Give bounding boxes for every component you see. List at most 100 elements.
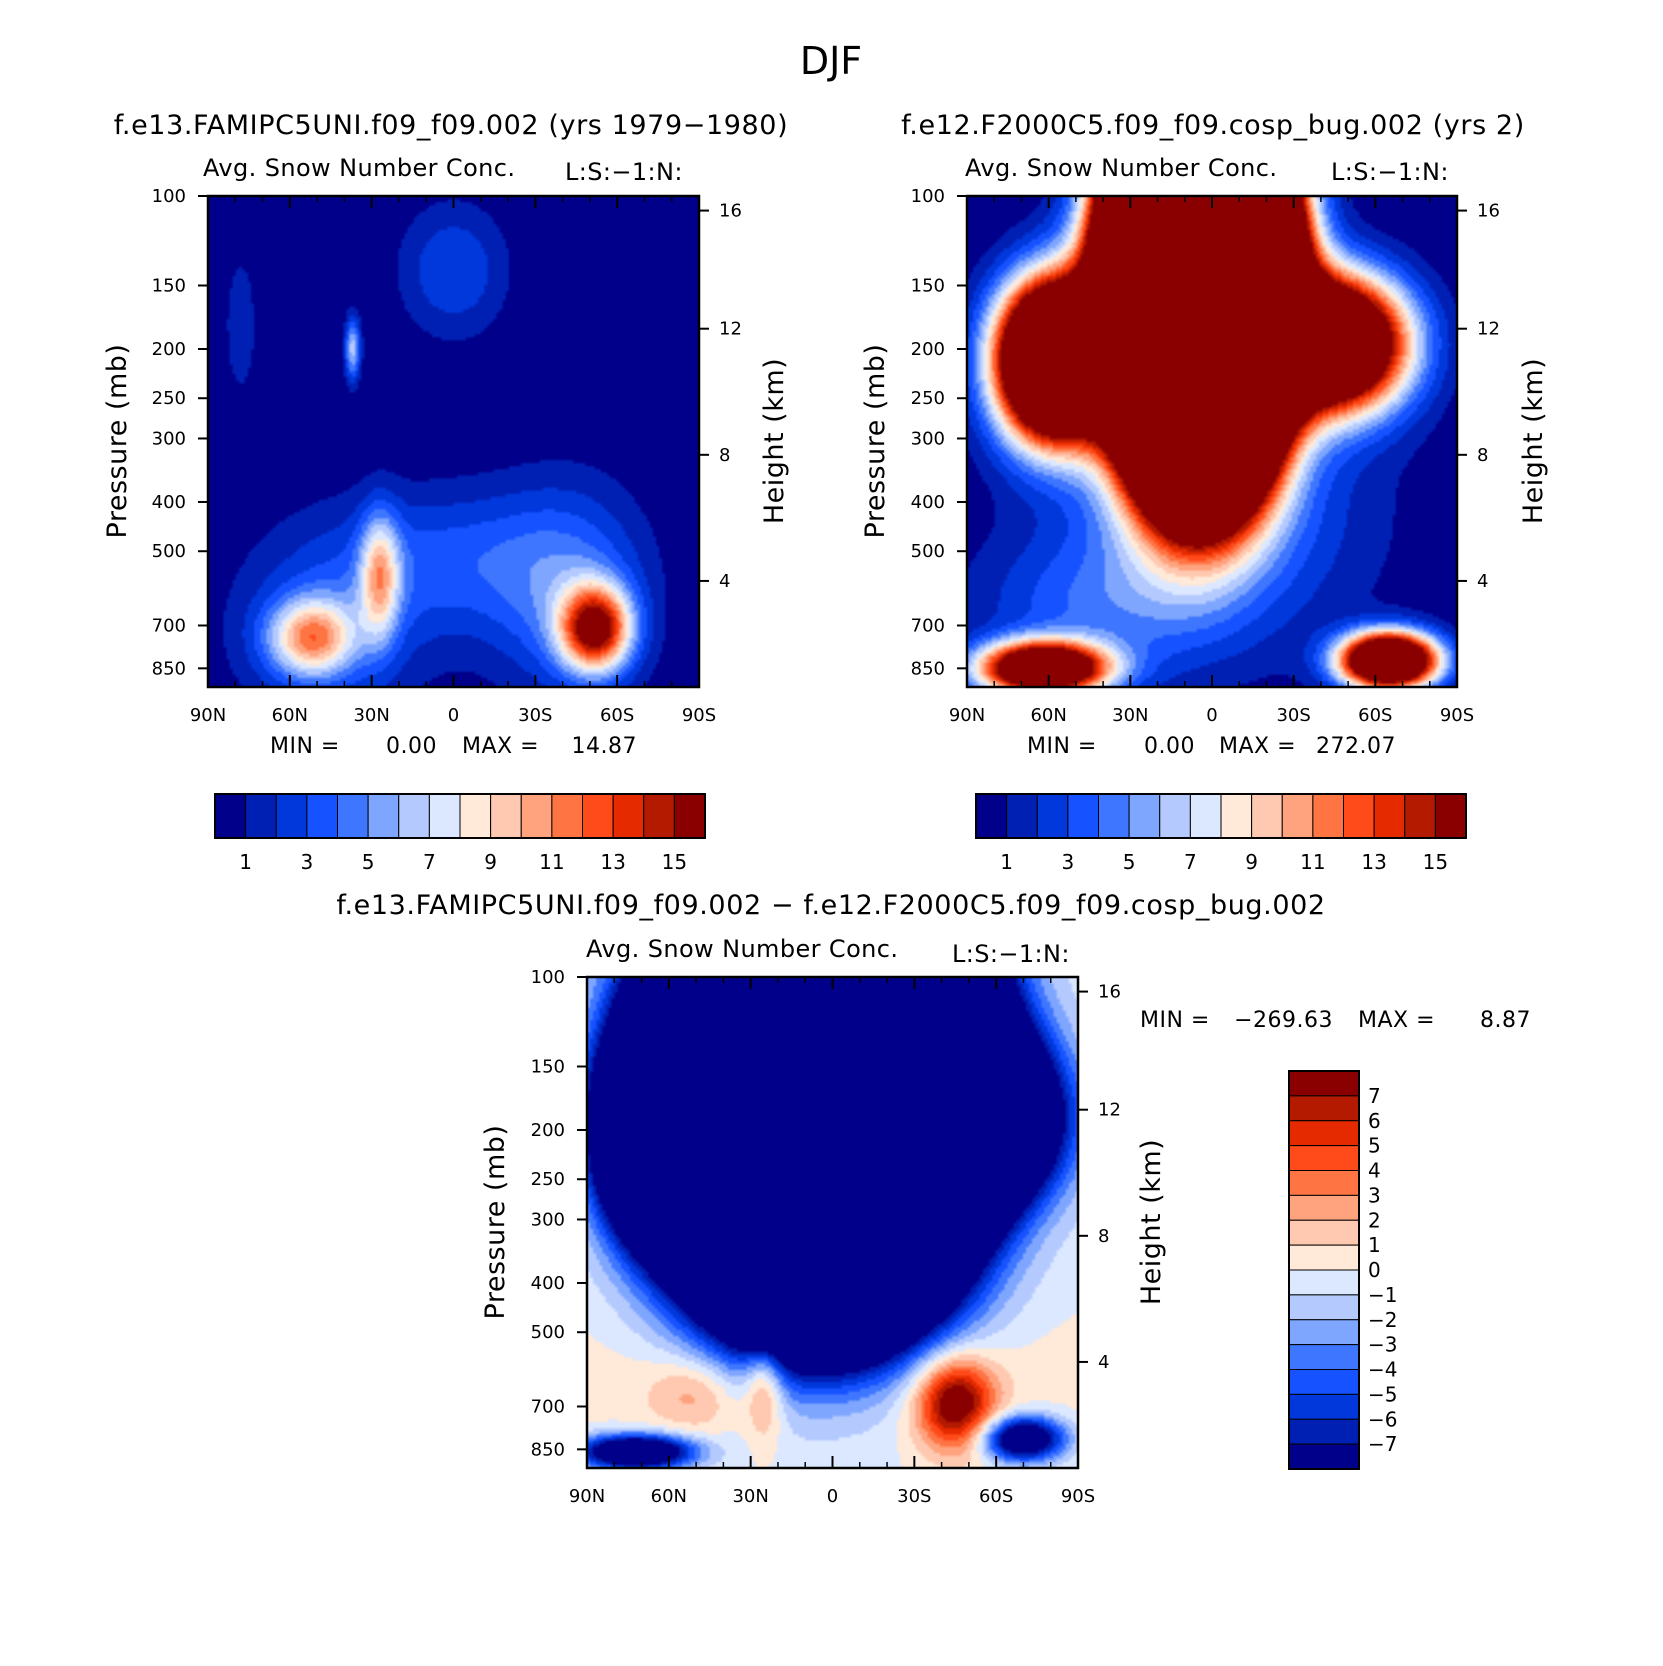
colorbar-label: −2 [1368, 1308, 1397, 1332]
colorbar-swatch [1288, 1219, 1360, 1246]
panel-control: f.e12.F2000C5.f09_f09.cosp_bug.002 (yrs … [860, 110, 1549, 874]
x-tick-label: 90N [569, 1486, 605, 1507]
colorbar-swatch [1189, 793, 1222, 839]
colorbar-swatch [1288, 1443, 1360, 1470]
colorbar-label: 1 [1368, 1233, 1381, 1257]
colorbar-swatch [673, 793, 706, 839]
x-tick-label: 60N [272, 705, 308, 726]
colorbar-label: −3 [1368, 1333, 1397, 1357]
colorbar-swatch [1312, 793, 1344, 839]
y-tick-label: 700 [152, 615, 186, 636]
y2-axis: 16 12 8 4 [699, 201, 742, 592]
y-tick-label: 150 [152, 275, 186, 296]
colorbar-swatch [1288, 1269, 1360, 1296]
colorbar-label: 3 [1368, 1183, 1381, 1207]
colorbar-swatch [398, 793, 430, 839]
y-tick-label: 300 [152, 428, 186, 449]
y2-tick-label: 12 [1477, 319, 1500, 340]
colorbar-swatch [1006, 793, 1038, 839]
min-label: MIN = [1140, 1008, 1210, 1033]
min-label: MIN = [1027, 734, 1097, 759]
y-tick-label: 400 [911, 492, 945, 513]
colorbar-swatch [428, 793, 461, 839]
colorbar-swatch [245, 793, 277, 839]
colorbar-label: 5 [1123, 850, 1136, 874]
colorbar-swatch [275, 793, 308, 839]
x-tick-label: 60S [979, 1486, 1013, 1507]
y-tick-label: 850 [911, 658, 945, 679]
y-axis: 100 150 200 250 300 400 500 700 850 [911, 186, 967, 679]
x-tick-label: 90S [682, 705, 716, 726]
colorbar-swatch [306, 793, 338, 839]
colorbar-label: 0 [1368, 1258, 1381, 1282]
x-tick-label: 60S [1358, 705, 1392, 726]
x-tick-label: 30N [1112, 705, 1148, 726]
colorbar-label: 2 [1368, 1208, 1381, 1232]
colorbar-swatch [459, 793, 492, 839]
plot-frame [206, 194, 701, 689]
panel-model: f.e13.FAMIPC5UNI.f09_f09.002 (yrs 1979−1… [102, 110, 790, 874]
colorbar-label: −4 [1368, 1358, 1397, 1382]
colorbar-label: 5 [1368, 1134, 1381, 1158]
colorbar-label: 13 [1361, 850, 1386, 874]
panel-title: f.e12.F2000C5.f09_f09.cosp_bug.002 (yrs … [901, 110, 1525, 141]
x-tick-label: 90N [949, 705, 985, 726]
x-tick-label: 90S [1061, 1486, 1095, 1507]
y-axis: 100 150 200 250 300 400 500 700 850 [531, 967, 587, 1460]
colorbar-label: 1 [1000, 850, 1013, 874]
colorbar-swatch [1373, 793, 1406, 839]
colorbar-label: 7 [1368, 1084, 1381, 1108]
colorbar-swatch [1159, 793, 1191, 839]
x-tick-label: 60S [600, 705, 634, 726]
panel-subtitle: Avg. Snow Number Conc. [965, 154, 1277, 182]
colorbar-swatch [1288, 1095, 1360, 1122]
x-tick-label: 30S [518, 705, 552, 726]
x-tick-label: 30S [1276, 705, 1310, 726]
colorbar-swatch [1098, 793, 1130, 839]
colorbar-swatch [643, 793, 675, 839]
max-label: MAX = [1219, 734, 1296, 759]
colorbar-swatch [1288, 1170, 1360, 1196]
y-tick-label: 150 [531, 1056, 565, 1077]
x-axis: 90N 60N 30N 0 30S 60S 90S [190, 196, 716, 726]
colorbar-swatch [551, 793, 583, 839]
y2-tick-label: 16 [1477, 201, 1500, 222]
colorbar-swatch [1288, 1393, 1360, 1420]
y2-tick-label: 16 [1098, 982, 1121, 1003]
y-axis-label: Pressure (mb) [102, 344, 133, 539]
plot-frame [965, 194, 1459, 689]
colorbar-swatch [1067, 793, 1099, 839]
panel-subtitle: Avg. Snow Number Conc. [586, 935, 898, 963]
y2-tick-label: 4 [719, 571, 730, 592]
panel-subtitle: Avg. Snow Number Conc. [203, 154, 515, 182]
y-tick-label: 250 [531, 1169, 565, 1190]
y-tick-label: 400 [152, 492, 186, 513]
colorbar-label: −1 [1368, 1283, 1397, 1307]
colorbar-swatch [582, 793, 614, 839]
colorbar-swatch [975, 793, 1008, 839]
x-tick-label: 90S [1440, 705, 1474, 726]
colorbar-label: 11 [1300, 850, 1325, 874]
max-label: MAX = [462, 734, 539, 759]
max-label: MAX = [1358, 1008, 1435, 1033]
y-tick-label: 500 [152, 541, 186, 562]
colorbar-swatch [1288, 1344, 1360, 1370]
x-tick-label: 60N [1030, 705, 1066, 726]
min-value: 0.00 [386, 734, 437, 759]
colorbar-swatch [1288, 1070, 1360, 1097]
plot-frame [585, 975, 1080, 1470]
y2-tick-label: 4 [1098, 1352, 1109, 1373]
y2-axis-label: Height (km) [1136, 1139, 1167, 1305]
colorbar-label: 11 [539, 850, 564, 874]
y-tick-label: 100 [152, 186, 186, 207]
colorbar-label: −6 [1368, 1407, 1397, 1431]
colorbar-label: 5 [362, 850, 375, 874]
y-tick-label: 150 [911, 275, 945, 296]
x-tick-label: 0 [448, 705, 459, 726]
colorbar-label: 6 [1368, 1109, 1381, 1133]
colorbar-swatch [1434, 793, 1467, 839]
colorbar-label: 1 [239, 850, 252, 874]
colorbar-label: 15 [1423, 850, 1448, 874]
colorbar: 1 3 5 7 9 11 13 15 [214, 793, 706, 874]
